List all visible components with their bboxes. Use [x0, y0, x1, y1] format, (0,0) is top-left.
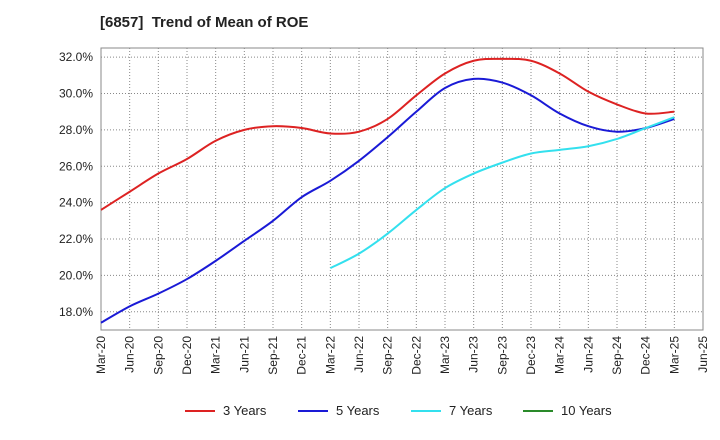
legend-label: 7 Years — [449, 403, 493, 418]
x-tick-label: Mar-22 — [323, 336, 337, 374]
x-tick-label: Jun-21 — [237, 336, 251, 373]
y-tick-label: 24.0% — [59, 196, 93, 210]
x-tick-label: Jun-25 — [696, 336, 710, 373]
x-tick-label: Mar-23 — [438, 336, 452, 374]
x-tick-label: Dec-21 — [295, 336, 309, 375]
y-tick-label: 22.0% — [59, 232, 93, 246]
x-tick-label: Jun-22 — [352, 336, 366, 373]
y-tick-label: 32.0% — [59, 50, 93, 64]
series-line-5-years — [100, 77, 675, 324]
y-tick-label: 26.0% — [59, 159, 93, 173]
x-tick-label: Sep-24 — [610, 336, 624, 375]
x-tick-label: Sep-20 — [151, 336, 165, 375]
x-tick-label: Sep-23 — [495, 336, 509, 375]
x-tick-label: Dec-24 — [639, 336, 653, 375]
y-tick-label: 28.0% — [59, 123, 93, 137]
x-tick-label: Sep-21 — [266, 336, 280, 375]
series-line-7-years — [329, 116, 675, 270]
series-line-3-years — [100, 57, 675, 211]
x-tick-label: Dec-23 — [524, 336, 538, 375]
x-tick-label: Jun-20 — [123, 336, 137, 373]
legend-label: 10 Years — [561, 403, 612, 418]
legend-label: 3 Years — [223, 403, 267, 418]
y-tick-label: 20.0% — [59, 268, 93, 282]
x-tick-label: Dec-22 — [409, 336, 423, 375]
x-tick-label: Mar-20 — [94, 336, 108, 374]
x-tick-label: Jun-23 — [467, 336, 481, 373]
x-tick-label: Mar-25 — [667, 336, 681, 374]
y-tick-label: 18.0% — [59, 305, 93, 319]
x-tick-label: Mar-24 — [553, 336, 567, 374]
x-tick-label: Jun-24 — [581, 336, 595, 373]
y-tick-label: 30.0% — [59, 86, 93, 100]
plot-area-border — [100, 47, 704, 331]
x-tick-label: Dec-20 — [180, 336, 194, 375]
x-tick-label: Mar-21 — [209, 336, 223, 374]
legend-label: 5 Years — [336, 403, 380, 418]
x-tick-label: Sep-22 — [381, 336, 395, 375]
chart-title: [6857] Trend of Mean of ROE — [100, 14, 309, 31]
